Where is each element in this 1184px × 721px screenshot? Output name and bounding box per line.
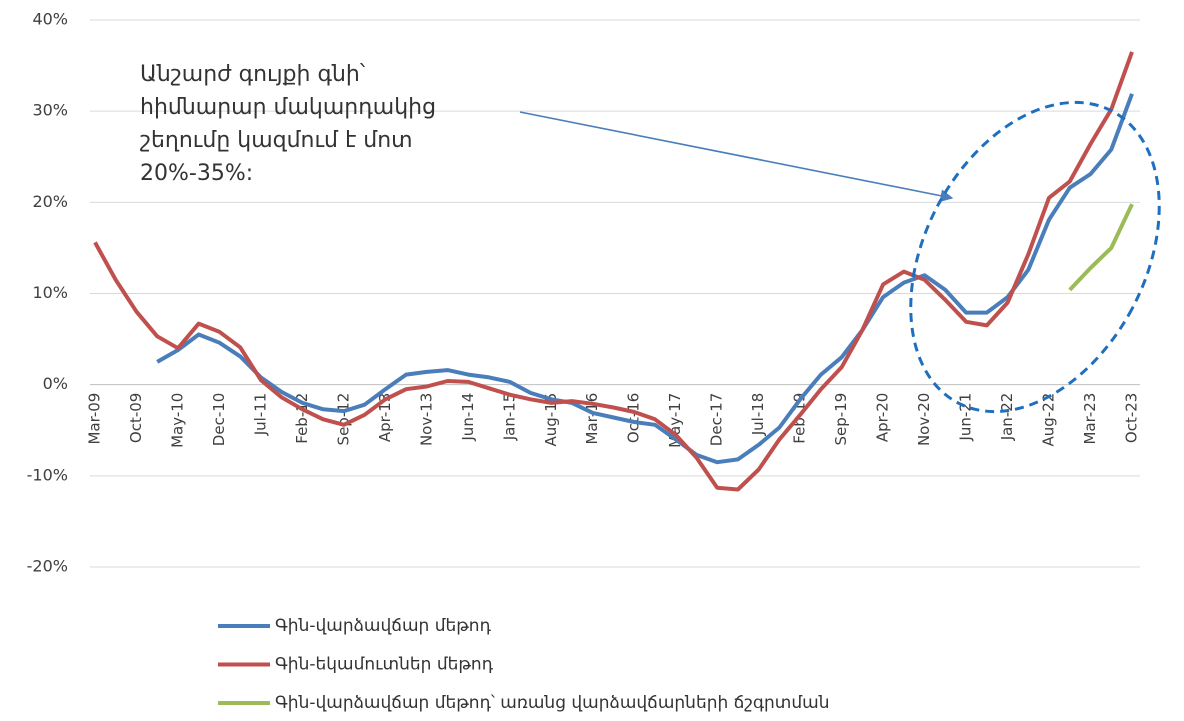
x-tick-label: Apr-20 [874, 393, 892, 443]
x-tick-label: Mar-16 [583, 393, 601, 445]
x-tick-label: Dec-10 [210, 393, 228, 447]
y-tick-label: -20% [27, 557, 68, 576]
y-tick-label: -10% [27, 465, 68, 484]
x-tick-label: Jul-18 [749, 393, 767, 437]
series-line [1068, 203, 1134, 292]
legend-label: Գին-եկամուտներ մեթոդ [275, 655, 494, 675]
series-line [93, 51, 1134, 492]
annotation-text: շեղումը կազմում է մոտ [140, 128, 413, 153]
y-tick-label: 10% [32, 283, 68, 302]
x-tick-label: Jun-14 [459, 393, 477, 442]
annotation-text: հիմնարար մակարդակից [140, 95, 436, 120]
x-tick-label: Mar-09 [86, 393, 104, 445]
y-tick-label: 20% [32, 192, 68, 211]
x-tick-label: Nov-20 [915, 393, 933, 446]
x-tick-label: Oct-09 [127, 393, 145, 443]
legend-label: Գին-վարձավճար մեթոդ [275, 616, 492, 636]
legend-label: Գին-վարձավճար մեթոդ՝ առանց վարձավճարների… [275, 693, 829, 713]
x-tick-label: Sep-12 [334, 393, 352, 446]
x-tick-label: Sep-19 [832, 393, 850, 446]
y-tick-label: 30% [32, 101, 68, 120]
x-tick-label: Oct-23 [1123, 393, 1141, 443]
x-tick-label: Aug-22 [1040, 393, 1058, 447]
x-tick-label: Jan-22 [998, 393, 1016, 442]
highlight-ellipse [909, 100, 1161, 414]
annotation-text: Անշարժ գույքի գնի՝ [140, 62, 366, 87]
x-tick-label: Jun-21 [957, 393, 975, 442]
x-tick-label: Jan-15 [500, 393, 518, 442]
x-tick-label: Dec-17 [708, 393, 726, 447]
y-tick-label: 40% [32, 10, 68, 29]
x-tick-label: Oct-16 [625, 393, 643, 443]
series-line [156, 93, 1134, 465]
x-tick-label: Mar-23 [1081, 393, 1099, 445]
y-tick-label: 0% [43, 374, 68, 393]
x-tick-label: Jul-11 [251, 393, 269, 437]
annotation-text: 20%-35%: [140, 161, 253, 186]
x-tick-label: May-10 [168, 393, 186, 448]
x-tick-label: Aug-15 [542, 393, 560, 447]
plot: -20% -10% 0% 10% 20% 30% 40% Mar-09 Oct-09 May-10… [27, 10, 1141, 714]
annotation-arrow [519, 111, 954, 203]
x-tick-label: Nov-13 [417, 393, 435, 446]
